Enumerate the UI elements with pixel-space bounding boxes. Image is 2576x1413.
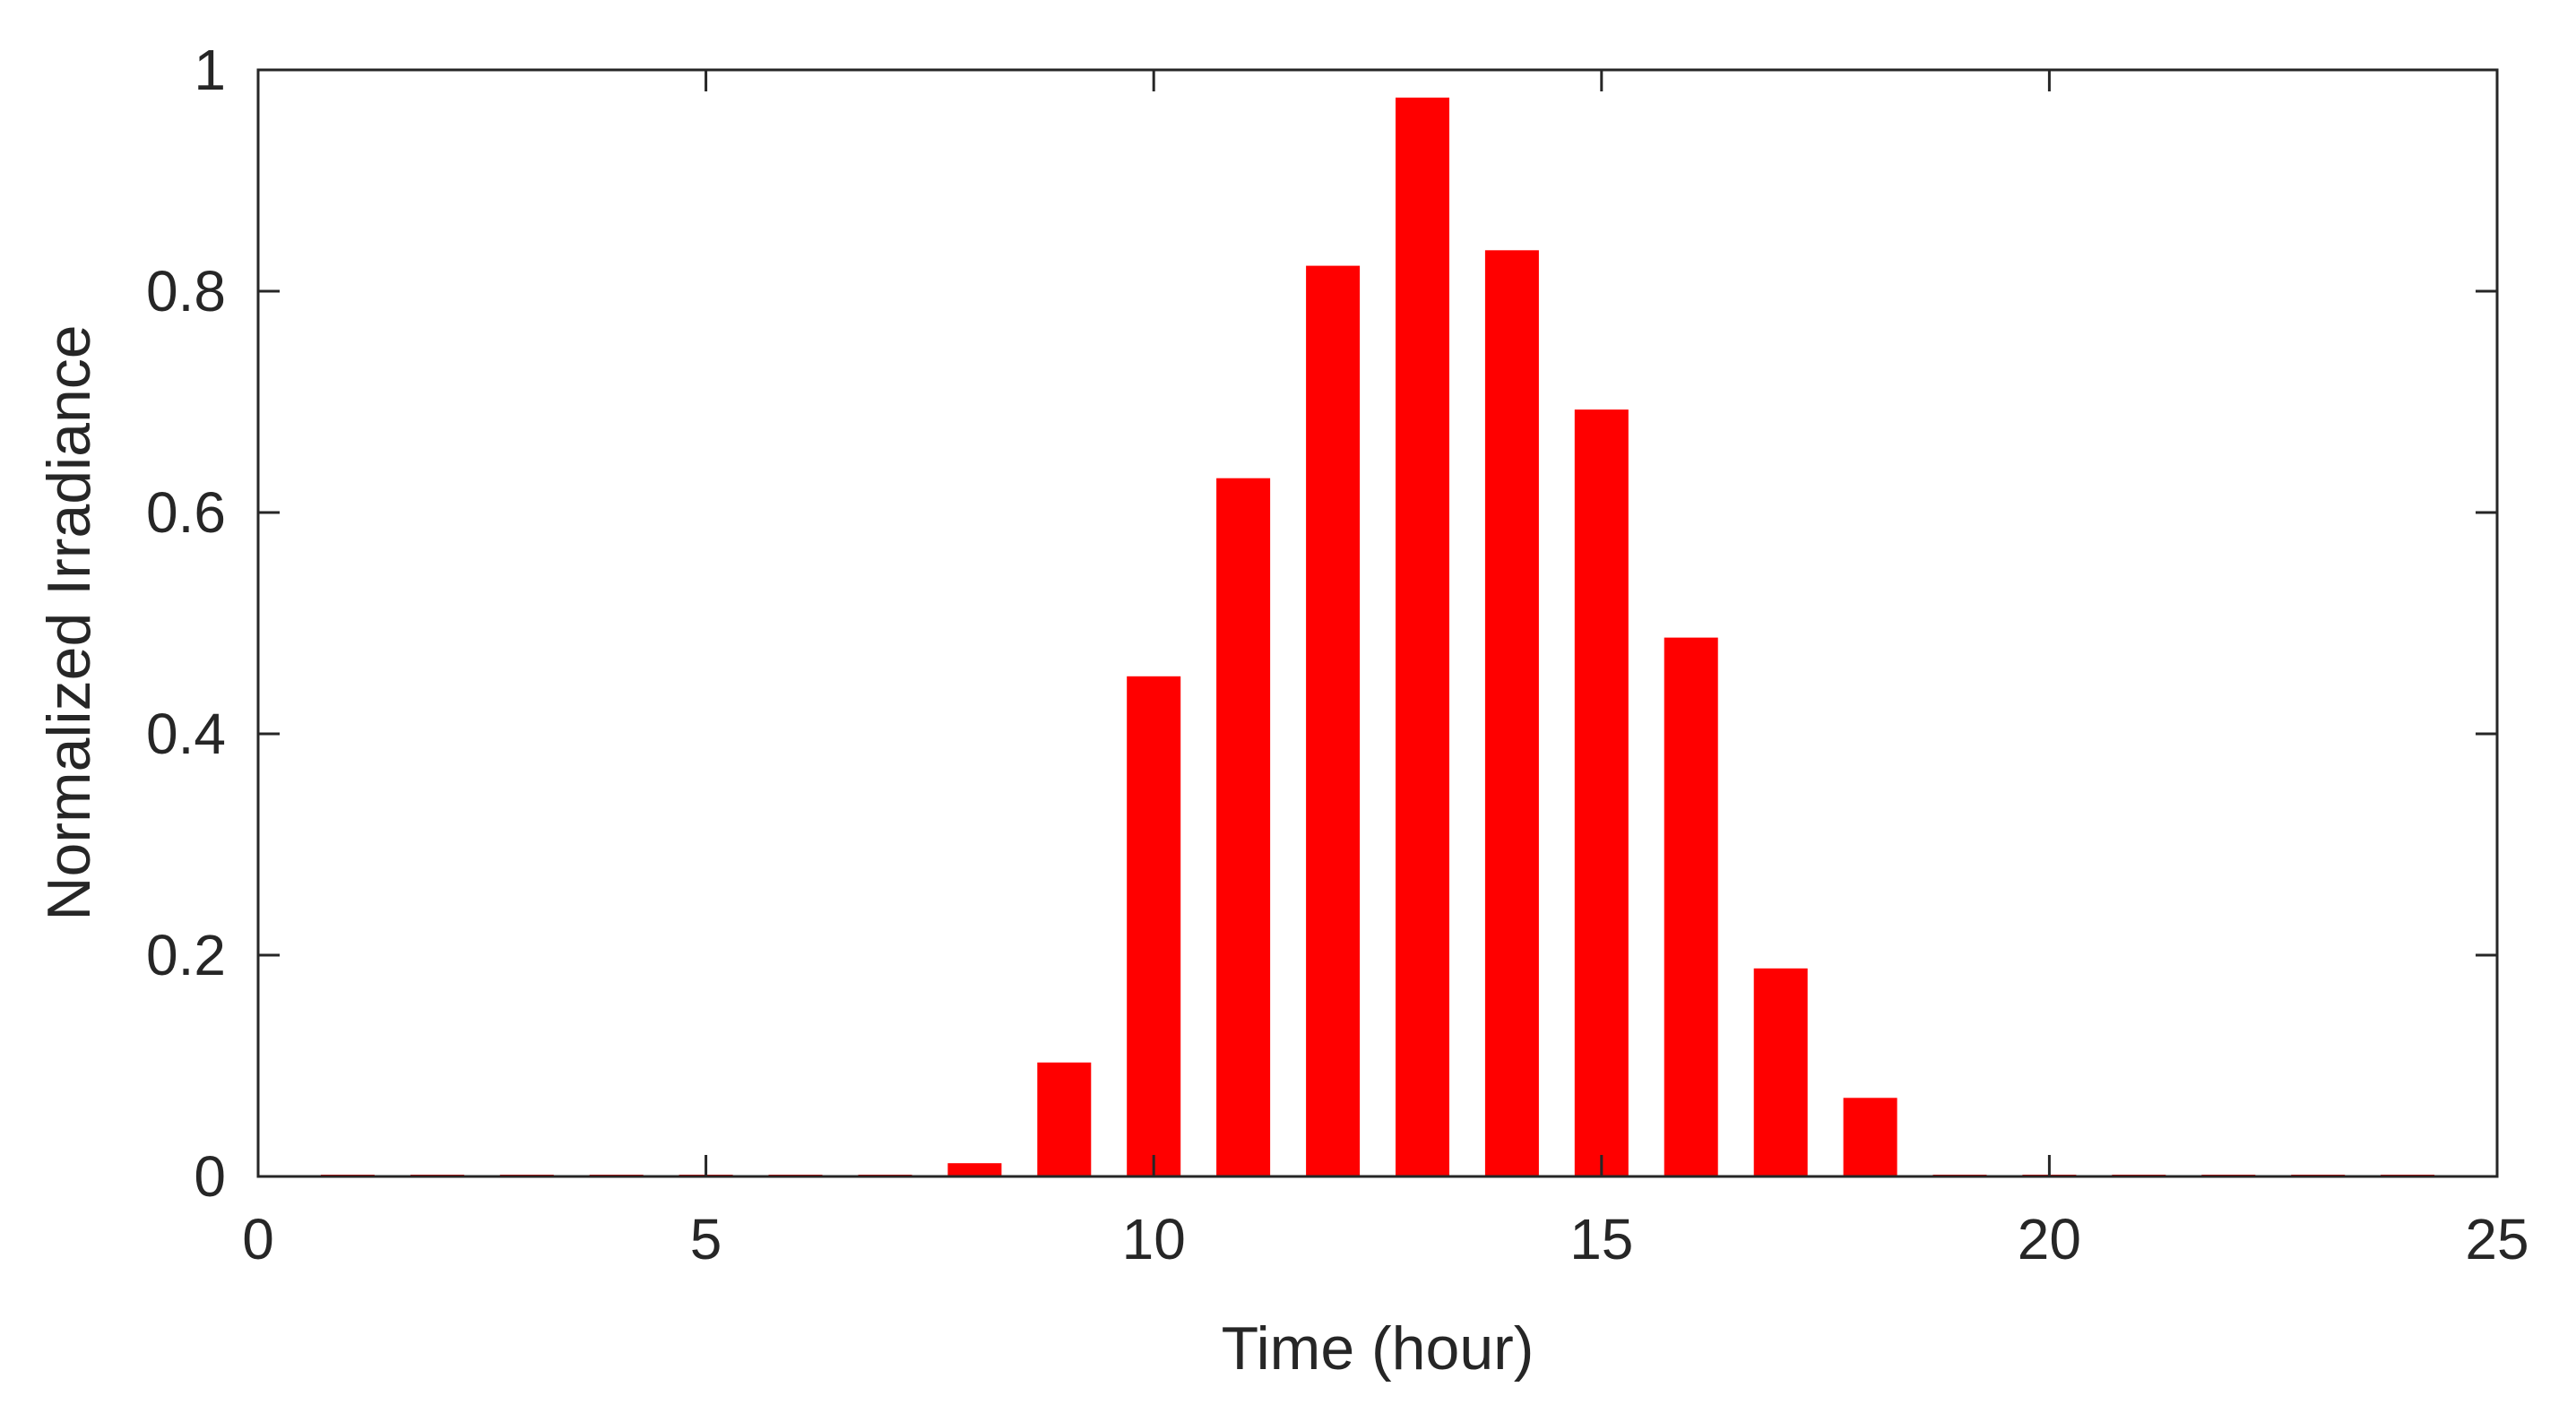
bar-hour-18	[1843, 1098, 1897, 1176]
ticks-layer	[256, 68, 2499, 1178]
x-tick-label: 20	[2018, 1207, 2081, 1271]
bar-hour-9	[1037, 1062, 1092, 1176]
bar-hour-14	[1484, 250, 1539, 1176]
bar-hour-11	[1216, 478, 1271, 1176]
x-tick-label: 0	[242, 1207, 274, 1271]
x-tick-label: 10	[1122, 1207, 1186, 1271]
y-tick-label: 0.8	[146, 259, 226, 323]
y-tick-label: 0	[194, 1144, 226, 1209]
x-tick-label: 25	[2465, 1207, 2528, 1271]
bar-hour-8	[947, 1163, 1002, 1176]
bar-hour-13	[1396, 97, 1449, 1176]
bar-hour-16	[1664, 637, 1718, 1176]
bars-layer	[320, 97, 2435, 1177]
bar-hour-10	[1127, 676, 1181, 1176]
y-tick-label: 1	[194, 38, 226, 102]
plot-frame	[256, 68, 2499, 1178]
y-axis-label: Normalized Irradiance	[35, 324, 103, 920]
x-tick-label: 15	[1569, 1207, 1633, 1271]
x-axis-label: Time (hour)	[1222, 1314, 1534, 1383]
x-tick-label: 5	[690, 1207, 722, 1271]
bar-hour-12	[1306, 265, 1361, 1177]
y-tick-label: 0.2	[146, 923, 226, 987]
y-tick-label: 0.6	[146, 480, 226, 545]
bar-hour-15	[1574, 409, 1629, 1177]
bar-hour-17	[1753, 968, 1808, 1176]
tick-labels-layer: 0 5 10 15 20 25 0 0.2 0.4 0.6 0.8 1	[146, 38, 2529, 1271]
y-tick-label: 0.4	[146, 702, 226, 766]
